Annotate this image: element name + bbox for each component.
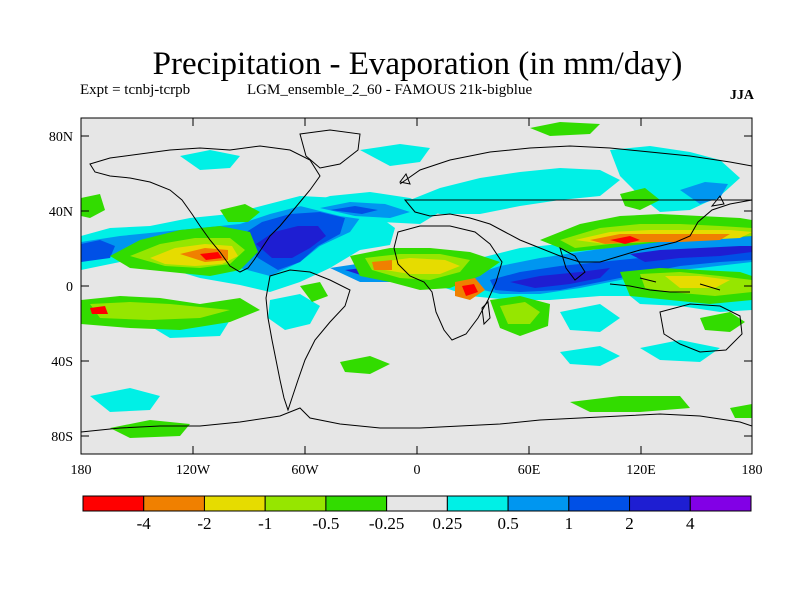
- dry-region-east-africa-red: [462, 284, 478, 296]
- dry-region-asia-red: [610, 236, 640, 244]
- chart-title: Precipitation - Evaporation (in mm/day): [152, 46, 683, 82]
- colorbar-label: -0.25: [369, 514, 404, 533]
- lon-label: 180: [742, 463, 763, 478]
- wet-region-eurasia-north: [400, 168, 620, 214]
- dry-region-arctic-1: [530, 122, 600, 136]
- wet-region-southern-ocean-1: [90, 388, 160, 412]
- wet-region-caribbean-core: [256, 226, 326, 258]
- wet-region-indian-ocean-core: [510, 268, 610, 288]
- dry-region-indonesia-yellow: [665, 276, 730, 288]
- dry-region-south-america: [300, 282, 328, 302]
- wet-region-north-atlantic-strong: [330, 206, 378, 214]
- dry-region-north-atlantic-1: [81, 194, 105, 218]
- axis-ticks: [81, 118, 752, 454]
- coast-antarctica: [81, 407, 752, 433]
- colorbar-swatch: [507, 495, 570, 512]
- colorbar-label: -0.5: [312, 514, 339, 533]
- colorbar-swatch: [264, 495, 327, 512]
- dry-region-north-pacific-red: [200, 252, 222, 260]
- colorbar-labels: -4 -2 -1 -0.5 -0.25 0.25 0.5 1 2 4: [137, 514, 695, 533]
- colorbar-label: 2: [625, 514, 634, 533]
- lon-label: 60W: [291, 463, 319, 478]
- colorbar-swatch: [325, 495, 388, 512]
- dry-region-south-pacific-mid: [90, 302, 230, 320]
- lat-label: 40S: [51, 355, 73, 370]
- coast-south-america: [265, 269, 351, 412]
- coast-eurasia: [399, 145, 752, 263]
- lon-label: 120W: [176, 463, 211, 478]
- coast-uk: [399, 172, 411, 185]
- lat-labels: 80N 40N 0 40S 80S: [49, 130, 73, 445]
- wet-region-south-atlantic: [560, 304, 620, 332]
- dry-region-europe: [620, 188, 660, 210]
- wet-region-southern-ocean-2: [560, 346, 620, 366]
- dry-region-australia: [700, 312, 745, 332]
- coast-north-america: [89, 145, 321, 273]
- coast-japan: [710, 195, 725, 207]
- dry-region-southern-ocean-c: [570, 396, 690, 412]
- wet-region-arctic-canada: [180, 150, 240, 170]
- colorbar-swatch: [568, 495, 631, 512]
- dry-region-south-africa-mid: [500, 302, 540, 324]
- ensemble-label: LGM_ensemble_2_60 - FAMOUS 21k-bigblue: [247, 82, 533, 98]
- colorbar-label: -4: [137, 514, 152, 533]
- colorbar-swatch: [82, 495, 145, 512]
- season-label: JJA: [729, 88, 754, 103]
- dry-region-sahel-orange: [372, 260, 392, 270]
- lon-label: 60E: [518, 463, 541, 478]
- lat-label: 0: [66, 280, 73, 295]
- colorbar-label: -1: [258, 514, 272, 533]
- dry-region-south-pacific-red: [90, 306, 108, 314]
- dry-region-southern-ocean-b: [110, 420, 190, 438]
- dry-region-southern-ocean-d: [730, 404, 752, 418]
- colorbar-label: 0.5: [497, 514, 518, 533]
- colorbar-swatch: [143, 495, 205, 512]
- lon-label: 0: [414, 463, 421, 478]
- wet-region-mid-atlantic-north: [360, 144, 430, 166]
- lat-label: 80S: [51, 430, 73, 445]
- wet-region-north-pacific-med: [680, 182, 728, 204]
- colorbar-label: 0.25: [432, 514, 462, 533]
- coast-madagascar: [481, 300, 491, 326]
- lon-label: 120E: [626, 463, 656, 478]
- experiment-label: Expt = tcnbj-tcrpb: [80, 82, 191, 98]
- coast-australia: [659, 303, 743, 353]
- wet-region-south-pacific-east: [268, 294, 320, 330]
- dry-region-sahel-yellow: [380, 258, 460, 274]
- coast-indonesia: [609, 277, 721, 293]
- colorbar-label: 1: [565, 514, 574, 533]
- coastlines: [81, 129, 752, 433]
- colorbar: [82, 495, 752, 512]
- colorbar-swatch: [386, 495, 448, 512]
- colorbar-swatch: [629, 495, 691, 512]
- coast-greenland: [299, 129, 361, 169]
- dry-regions: [81, 122, 752, 438]
- wet-region-west-pacific-core: [630, 246, 752, 262]
- dry-region-southern-ocean-a: [340, 356, 390, 374]
- colorbar-swatch: [446, 495, 509, 512]
- lat-label: 80N: [49, 130, 73, 145]
- colorbar-label: -2: [197, 514, 211, 533]
- lon-label: 180: [71, 463, 92, 478]
- lon-labels: 180 120W 60W 0 60E 120E 180: [71, 463, 763, 478]
- colorbar-label: 4: [686, 514, 695, 533]
- colorbar-swatch: [689, 495, 752, 512]
- colorbar-swatch: [203, 495, 266, 512]
- map-field: [81, 118, 752, 454]
- coast-india: [559, 246, 586, 281]
- wet-region-pacific-west: [81, 240, 115, 262]
- lat-label: 40N: [49, 205, 73, 220]
- dry-region-north-america: [220, 204, 260, 222]
- coast-africa: [393, 225, 503, 341]
- wet-region-southern-ocean-3: [640, 340, 720, 362]
